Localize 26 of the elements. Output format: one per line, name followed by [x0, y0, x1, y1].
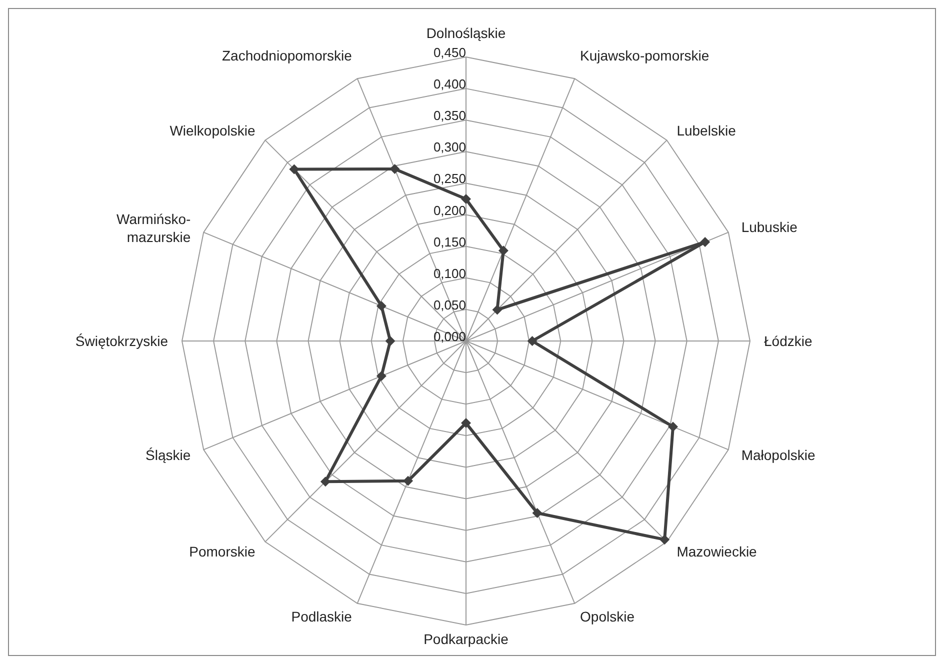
y-tick-label: 0,050	[433, 297, 466, 312]
y-tick-label: 0,450	[433, 45, 466, 60]
spoke-label: Mazowieckie	[676, 544, 758, 560]
y-tick-label: 0,250	[433, 171, 466, 186]
spoke-label: Lubuskie	[741, 218, 798, 235]
spoke-label: Lubelskie	[676, 122, 736, 138]
spoke-label: Kujawsko-pomorskie	[580, 48, 710, 64]
spoke-label: Łódzkie	[764, 333, 812, 349]
spoke-label: Dolnośląskie	[426, 25, 506, 41]
spoke-label: Świętokrzyskie	[75, 333, 168, 349]
y-tick-label: 0,400	[433, 76, 466, 92]
spoke-label: Wielkopolskie	[170, 122, 256, 138]
spoke-label: Małopolskie	[741, 447, 816, 464]
spoke-label: Śląskie	[146, 447, 191, 464]
y-tick-label: 0,200	[433, 202, 466, 218]
y-tick-label: 0,000	[433, 329, 466, 344]
y-tick-label: 0,100	[433, 266, 466, 281]
y-tick-label: 0,350	[433, 108, 466, 124]
spoke-label: Zachodniopomorskie	[222, 48, 352, 64]
spoke-label: Opolskie	[580, 608, 635, 624]
spoke-label: Pomorskie	[189, 544, 256, 560]
spoke-label: Warmińsko-mazurskie	[116, 210, 192, 245]
y-tick-label: 0,300	[433, 140, 466, 155]
spoke-label: Podkarpackie	[424, 631, 509, 647]
y-tick-label: 0,150	[433, 234, 466, 250]
spoke-label: Podlaskie	[291, 608, 352, 624]
